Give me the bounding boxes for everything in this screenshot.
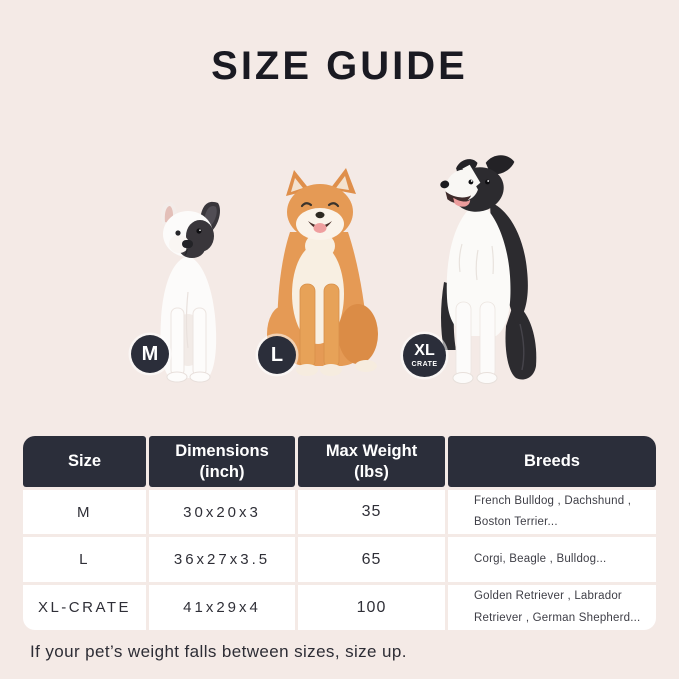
table-cell-breeds-m: French Bulldog , Dachshund , Boston Terr… [448, 490, 656, 534]
size-badge-xl-label: XL [414, 342, 435, 359]
size-badge-xl-crate: XL CRATE [403, 334, 446, 377]
table-cell-weight-xl: 100 [298, 585, 445, 630]
size-table: Size Dimensions (inch) Max Weight (lbs) … [23, 436, 656, 630]
table-cell-weight-m: 35 [298, 490, 445, 534]
size-badge-l-label: L [270, 343, 284, 366]
size-badge-m: M [131, 335, 169, 373]
column-header-breeds: Breeds [448, 436, 656, 487]
table-cell-size-l: L [23, 537, 146, 582]
column-header-max-weight: Max Weight (lbs) [298, 436, 445, 487]
column-header-size: Size [23, 436, 146, 487]
table-cell-breeds-l: Corgi, Beagle , Bulldog... [448, 537, 656, 582]
size-badge-l: L [258, 336, 296, 374]
border-collie-photo [440, 155, 537, 384]
column-header-dimensions: Dimensions (inch) [149, 436, 295, 487]
table-cell-dimensions-l: 36x27x3.5 [149, 537, 295, 582]
table-cell-weight-l: 65 [298, 537, 445, 582]
table-cell-size-xl: XL-CRATE [23, 585, 146, 630]
sizing-note: If your pet’s weight falls between sizes… [30, 642, 407, 661]
size-badge-m-label: M [141, 342, 159, 365]
table-cell-breeds-xl: Golden Retriever , Labrador Retriever , … [448, 585, 656, 630]
size-badge-xl-sublabel: CRATE [411, 361, 438, 368]
table-cell-dimensions-m: 30x20x3 [149, 490, 295, 534]
table-cell-dimensions-xl: 41x29x4 [149, 585, 295, 630]
table-cell-size-m: M [23, 490, 146, 534]
page-title: SIZE GUIDE [211, 44, 468, 88]
french-bulldog-photo [160, 201, 220, 383]
